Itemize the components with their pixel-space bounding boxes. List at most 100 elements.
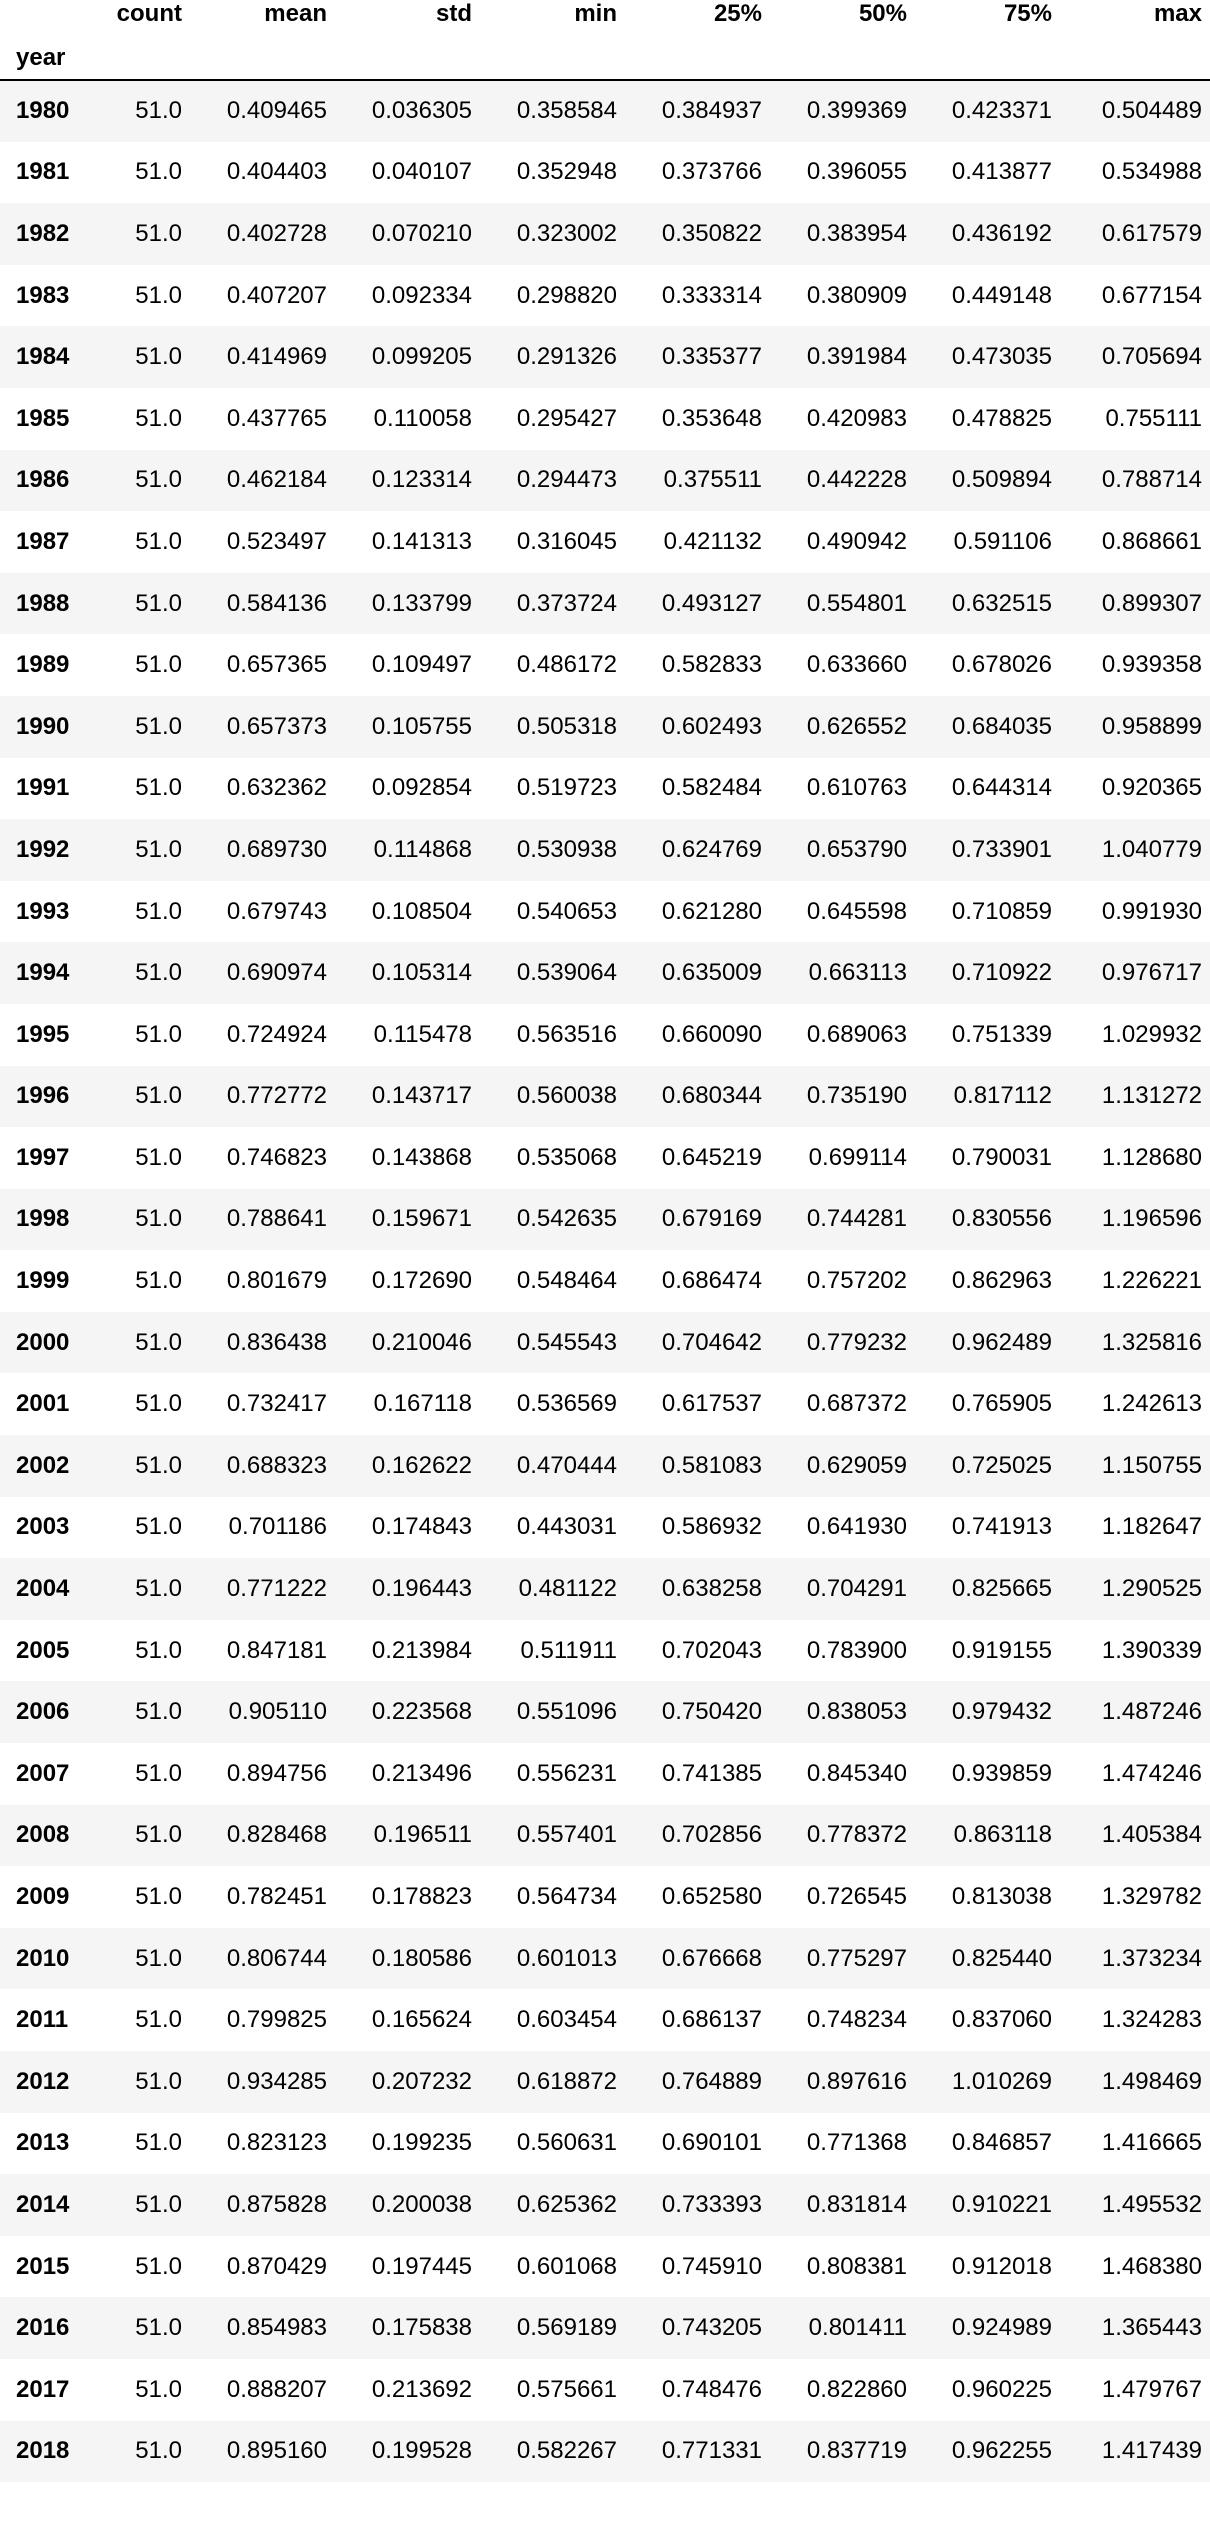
table-cell: 0.141313: [371, 527, 472, 555]
table-cell: 51.0: [135, 1883, 182, 1911]
table-cell: 0.591106: [953, 527, 1052, 555]
table-cell: 0.870429: [226, 2252, 327, 2280]
table-row: 2007 51.0 0.894756 0.213496 0.556231 0.741385…: [0, 1743, 1210, 1805]
row-index-year: 1996: [16, 1082, 70, 1110]
table-cell: 0.782451: [226, 1883, 327, 1911]
table-cell: 51.0: [135, 2190, 182, 2218]
table-row: 2012 51.0 0.934285 0.207232 0.618872 0.764889…: [0, 2051, 1210, 2113]
row-index-year: 2016: [16, 2314, 70, 2342]
table-cell: 1.405384: [1101, 1821, 1202, 1849]
table-cell: 0.801411: [808, 2314, 907, 2342]
table-cell: 0.680344: [661, 1082, 762, 1110]
table-cell: 0.962489: [951, 1328, 1052, 1356]
table-cell: 0.686137: [661, 2006, 762, 2034]
table-cell: 0.958899: [1101, 712, 1202, 740]
table-cell: 0.396055: [806, 158, 907, 186]
table-cell: 0.384937: [661, 97, 762, 125]
row-index-year: 2006: [16, 1698, 70, 1726]
table-cell: 0.207232: [371, 2067, 472, 2095]
table-cell: 0.563516: [516, 1020, 617, 1048]
table-cell: 51.0: [135, 651, 182, 679]
row-index-year: 2002: [16, 1451, 70, 1479]
table-cell: 0.213496: [371, 1759, 472, 1787]
table-cell: 0.618872: [516, 2067, 617, 2095]
table-cell: 51.0: [135, 712, 182, 740]
table-row: 2003 51.0 0.701186 0.174843 0.443031 0.586932…: [0, 1496, 1210, 1559]
table-cell: 1.417439: [1101, 2437, 1202, 2465]
table-cell: 0.162622: [371, 1451, 472, 1479]
table-cell: 51.0: [135, 897, 182, 925]
table-cell: 0.123314: [371, 466, 472, 494]
table-cell: 0.504489: [1101, 97, 1202, 125]
table-cell: 0.554801: [806, 589, 907, 617]
table-cell: 0.481122: [518, 1575, 617, 1603]
table-cell: 0.564734: [516, 1883, 617, 1911]
table-cell: 0.165624: [371, 2006, 472, 2034]
table-cell: 0.726545: [806, 1883, 907, 1911]
table-cell: 0.748234: [806, 2006, 907, 2034]
table-cell: 1.150755: [1101, 1451, 1202, 1479]
table-cell: 0.679169: [661, 1205, 762, 1233]
table-cell: 51.0: [135, 1020, 182, 1048]
table-cell: 0.962255: [951, 2437, 1052, 2465]
row-index-year: 2004: [16, 1575, 70, 1603]
table-cell: 51.0: [135, 2437, 182, 2465]
table-row: 1994 51.0 0.690974 0.105314 0.539064 0.635009…: [0, 942, 1210, 1004]
table-cell: 0.801679: [226, 1267, 327, 1295]
table-cell: 0.744281: [806, 1205, 907, 1233]
row-index-year: 2012: [16, 2067, 70, 2095]
table-cell: 0.437765: [226, 404, 327, 432]
index-name: year: [16, 43, 66, 71]
table-cell: 0.110058: [373, 404, 472, 432]
table-cell: 51.0: [135, 1143, 182, 1171]
table-cell: 0.478825: [951, 404, 1052, 432]
table-cell: 0.490942: [806, 527, 907, 555]
table-cell: 0.291326: [516, 343, 617, 371]
table-cell: 0.536569: [516, 1390, 617, 1418]
table-cell: 0.862963: [951, 1267, 1052, 1295]
table-row: 1999 51.0 0.801679 0.172690 0.548464 0.686474…: [0, 1250, 1210, 1312]
table-cell: 0.575661: [516, 2375, 617, 2403]
table-cell: 51.0: [135, 527, 182, 555]
table-cell: 0.582833: [661, 651, 762, 679]
table-cell: 51.0: [135, 2067, 182, 2095]
table-cell: 0.960225: [951, 2375, 1052, 2403]
row-index-year: 1984: [16, 343, 70, 371]
table-cell: 1.365443: [1101, 2314, 1202, 2342]
table-cell: 0.704642: [661, 1328, 762, 1356]
table-cell: 0.638258: [661, 1575, 762, 1603]
table-cell: 0.837060: [951, 2006, 1052, 2034]
table-cell: 0.197445: [371, 2252, 472, 2280]
table-cell: 0.473035: [951, 343, 1052, 371]
table-cell: 0.414969: [226, 343, 327, 371]
table-row: 2006 51.0 0.905110 0.223568 0.551096 0.750420…: [0, 1681, 1210, 1744]
table-row: 2009 51.0 0.782451 0.178823 0.564734 0.652580…: [0, 1866, 1210, 1928]
table-cell: 51.0: [135, 1575, 182, 1603]
row-index-year: 1981: [16, 158, 70, 186]
table-cell: 0.837719: [806, 2437, 907, 2465]
table-cell: 0.771222: [226, 1575, 327, 1603]
row-index-year: 1993: [16, 897, 70, 925]
table-cell: 51.0: [135, 2252, 182, 2280]
table-cell: 0.105314: [371, 959, 472, 987]
table-cell: 0.581083: [661, 1451, 762, 1479]
table-cell: 1.324283: [1101, 2006, 1202, 2034]
table-cell: 0.099205: [371, 343, 472, 371]
row-index-year: 2013: [16, 2129, 70, 2157]
table-cell: 1.196596: [1101, 1205, 1202, 1233]
table-cell: 0.530938: [516, 835, 617, 863]
column-header: min: [574, 0, 617, 27]
table-cell: 0.912018: [951, 2252, 1052, 2280]
table-cell: 0.582484: [661, 774, 762, 802]
table-cell: 0.449148: [951, 281, 1052, 309]
table-cell: 1.128680: [1101, 1143, 1202, 1171]
table-cell: 0.924989: [951, 2314, 1052, 2342]
table-cell: 0.601013: [516, 1944, 617, 1972]
table-row: 1980 51.0 0.409465 0.036305 0.358584 0.384937…: [0, 80, 1210, 142]
table-cell: 0.199235: [371, 2129, 472, 2157]
table-cell: 0.653790: [806, 835, 907, 863]
table-row: 1989 51.0 0.657365 0.109497 0.486172 0.582833…: [0, 634, 1210, 696]
table-cell: 0.115478: [373, 1020, 472, 1048]
table-cell: 0.617579: [1101, 219, 1202, 247]
